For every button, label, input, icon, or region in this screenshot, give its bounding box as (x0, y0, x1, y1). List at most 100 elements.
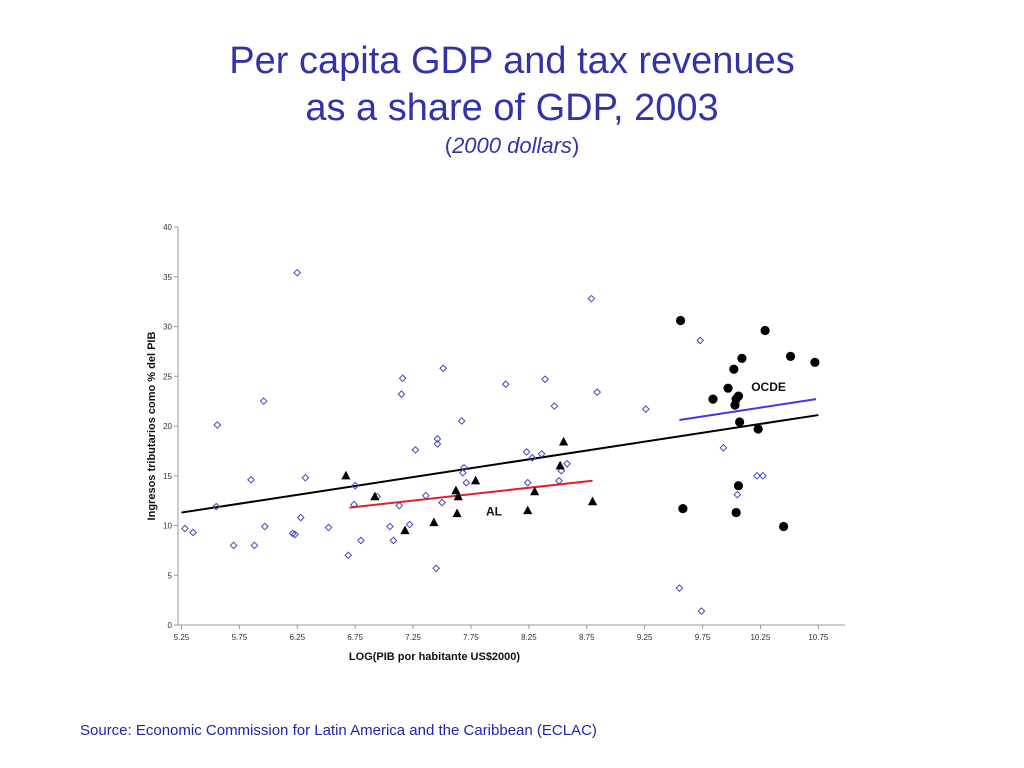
data-points (181, 268, 820, 615)
ocde-circle-point (723, 383, 733, 393)
al-triangle-point (559, 436, 569, 446)
diamond-point (296, 513, 305, 522)
al-triangle-point (587, 496, 598, 506)
diamond-point (641, 405, 650, 413)
ocde-circle-point (760, 325, 770, 336)
ocde-circle-point (733, 391, 744, 401)
diamond-point (260, 522, 269, 531)
x-axis-label: LOG(PIB por habitante US$2000) (349, 651, 520, 663)
al-triangle-point (471, 475, 481, 485)
diamond-point (351, 481, 360, 490)
diamond-point (675, 584, 684, 593)
al-triangle-point (453, 491, 463, 501)
diamond-point (398, 374, 407, 383)
diamond-point (462, 478, 471, 487)
diamond-point (181, 524, 189, 533)
ocde-circle-point (737, 353, 747, 363)
diamond-point (438, 498, 446, 507)
al-triangle-point (429, 517, 439, 527)
diamond-point (541, 375, 549, 384)
diamond-point (758, 471, 767, 480)
al-triangle-point (400, 525, 410, 535)
diamond-point (324, 523, 333, 532)
x-tick-label: 10.25 (750, 633, 771, 642)
diamond-point (405, 520, 414, 529)
diamond-point (389, 536, 398, 545)
ocde-circle-point (785, 351, 796, 361)
diamond-point (421, 491, 430, 500)
y-tick-label: 5 (168, 571, 173, 580)
diamond-point (293, 268, 302, 277)
diamond-point (229, 541, 238, 550)
diamond-point (247, 475, 255, 484)
y-axis-label: Ingresos tributarios como % del PIB (146, 332, 158, 521)
al-triangle-point (555, 460, 565, 470)
diamond-point (439, 364, 448, 373)
al-triangle-point (341, 470, 351, 480)
x-tick-label: 9.75 (695, 633, 711, 642)
y-tick-label: 35 (163, 273, 172, 282)
ocde-circle-point (733, 481, 744, 491)
diamond-point (537, 449, 546, 458)
diamond-point (395, 501, 404, 510)
ocde-circle-point (731, 507, 741, 518)
ocde-circle-point (708, 394, 718, 404)
regression-line-trend (181, 414, 819, 514)
diamond-point (433, 440, 442, 448)
diamond-point (291, 530, 299, 539)
diamond-point (587, 294, 596, 303)
y-tick-label: 20 (163, 422, 172, 431)
ocde-circle-point (729, 364, 739, 374)
x-tick-label: 7.75 (463, 633, 479, 642)
ocde-circle-point (678, 503, 688, 514)
chart-title: Per capita GDP and tax revenues as a sha… (0, 38, 1024, 160)
chart-labels: OCDE AL (486, 380, 786, 518)
source-note: Source: Economic Commission for Latin Am… (80, 722, 597, 739)
regression-line-ocde (679, 398, 817, 422)
diamond-point (550, 402, 559, 411)
diamond-point (397, 390, 406, 399)
al-triangle-point (370, 491, 380, 501)
diamond-point (250, 541, 259, 550)
ocde-circle-point (675, 315, 686, 326)
y-tick-label: 0 (168, 621, 173, 630)
diamond-point (212, 502, 221, 511)
diamond-point (213, 421, 222, 429)
x-tick-label: 8.75 (579, 633, 595, 642)
y-tick-label: 25 (163, 372, 172, 381)
ocde-circle-point (810, 357, 820, 367)
al-triangle-point (523, 505, 533, 515)
x-tick-label: 7.25 (405, 633, 421, 642)
title-line-1: Per capita GDP and tax revenues (229, 40, 795, 82)
diamond-point (753, 471, 761, 480)
diamond-point (457, 417, 466, 425)
diamond-point (501, 380, 510, 389)
diamond-point (259, 397, 268, 406)
diamond-point (733, 490, 742, 499)
ocde-circle-point (753, 424, 763, 434)
regression-line-al (349, 479, 593, 509)
diamond-point (522, 447, 531, 456)
axes: 0 5 10 15 20 25 30 35 40 5.25 5.75 6.25 6.75 7.25 7.75… (146, 223, 845, 663)
x-tick-label: 6.75 (347, 633, 363, 642)
diamond-point (344, 551, 353, 560)
diamond-point (523, 478, 532, 487)
diamond-point (350, 500, 358, 509)
x-tick-label: 5.25 (174, 633, 190, 642)
y-tick-label: 40 (163, 223, 172, 232)
diamond-point (555, 476, 563, 485)
x-tick-label: 9.25 (637, 633, 653, 642)
diamond-point (411, 445, 420, 454)
diamond-point (719, 443, 728, 452)
diamond-point (528, 453, 537, 462)
diamond-point (696, 336, 705, 345)
diamond-point (288, 529, 297, 538)
ocde-circle-point (735, 417, 745, 427)
diamond-point (432, 564, 441, 573)
x-tick-label: 10.75 (808, 633, 829, 642)
diamond-point (458, 468, 467, 477)
al-triangle-point (452, 508, 462, 518)
diamond-point (593, 388, 602, 397)
diamond-point (697, 607, 706, 615)
